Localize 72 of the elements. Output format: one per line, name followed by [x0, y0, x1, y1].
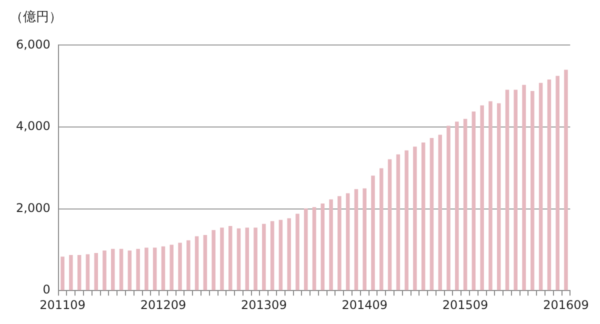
bar	[455, 122, 459, 290]
bar	[564, 70, 568, 290]
bar	[505, 90, 510, 290]
bar	[538, 82, 543, 290]
bar	[354, 189, 358, 290]
bar	[212, 230, 216, 290]
bar	[170, 244, 174, 290]
bar	[128, 250, 132, 290]
bar	[463, 118, 468, 290]
bar	[161, 246, 166, 290]
bar	[152, 248, 157, 290]
bar	[194, 236, 199, 290]
bar	[480, 105, 484, 290]
bar	[522, 84, 526, 290]
bar	[362, 188, 366, 290]
x-tick-label: 201209	[140, 298, 186, 312]
bar	[338, 196, 342, 290]
y-tick-label: 0	[42, 282, 50, 297]
bar	[404, 150, 408, 290]
bar	[245, 228, 250, 290]
bar	[413, 146, 417, 290]
bar	[254, 228, 258, 290]
x-tick-label: 201109	[40, 298, 86, 312]
bar	[119, 248, 124, 290]
bar	[438, 134, 442, 290]
bar	[102, 250, 106, 290]
y-tick-label: 6,000	[16, 37, 50, 52]
bar	[388, 159, 392, 290]
bar	[94, 252, 98, 290]
bar	[77, 255, 82, 290]
bar	[556, 76, 560, 290]
bar	[380, 168, 384, 290]
bar	[262, 224, 266, 290]
y-tick-label: 4,000	[16, 119, 50, 134]
bar	[329, 199, 333, 290]
bar	[86, 254, 90, 290]
x-tick-label: 201309	[241, 298, 287, 312]
bar	[530, 91, 534, 290]
bar	[430, 138, 434, 290]
bar	[270, 221, 274, 290]
bar	[111, 248, 115, 290]
bar	[287, 218, 291, 290]
bar	[547, 80, 552, 290]
bar	[296, 214, 300, 290]
y-tick-label: 2,000	[16, 200, 50, 215]
y-axis-title: （億円）	[10, 9, 63, 27]
bar	[312, 207, 316, 290]
x-tick-label: 201509	[442, 298, 488, 312]
bar	[178, 242, 182, 290]
bar	[236, 228, 241, 290]
bar	[320, 203, 325, 290]
bar	[203, 234, 208, 290]
bar	[220, 228, 224, 290]
bar	[346, 193, 350, 290]
bar	[144, 248, 148, 290]
bar	[488, 101, 492, 290]
bar	[228, 226, 232, 290]
bar	[514, 90, 518, 290]
bar	[304, 208, 308, 290]
bar	[69, 255, 73, 290]
bar	[496, 103, 501, 290]
bar	[186, 240, 190, 290]
bar	[472, 111, 476, 290]
bar	[371, 176, 375, 290]
bar	[278, 220, 283, 290]
bar	[60, 256, 64, 290]
bar	[136, 248, 140, 290]
bar	[421, 142, 426, 290]
x-tick-label: 201609	[543, 298, 589, 312]
bar	[446, 126, 450, 290]
x-tick-label: 201409	[342, 298, 388, 312]
bar	[396, 154, 400, 290]
